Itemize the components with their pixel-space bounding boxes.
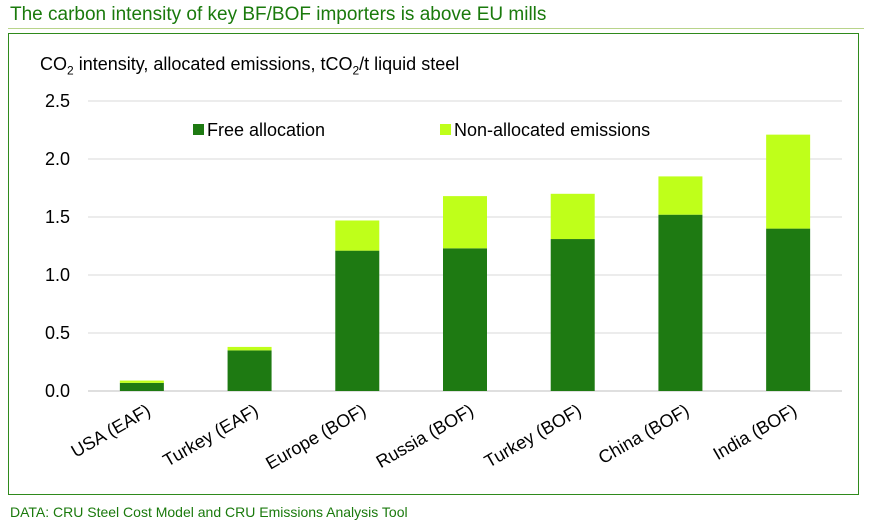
chart-frame: [8, 33, 859, 495]
bar-free-allocation-2: [335, 250, 380, 391]
x-tick-label-0: USA (EAF): [68, 400, 154, 461]
bar-non-allocated-5: [658, 176, 703, 215]
bar-non-allocated-3: [443, 196, 487, 249]
y-tick-label-0: 0.0: [45, 381, 70, 401]
bar-free-allocation-5: [658, 214, 703, 391]
bar-non-allocated-1: [227, 346, 272, 351]
y-tick-label-3: 1.5: [45, 207, 70, 227]
bar-free-allocation-6: [766, 228, 811, 391]
legend-label-1: Non-allocated emissions: [454, 120, 650, 140]
bar-chart: 0.0 0.5 1.0 1.5 2.0 2.5 USA (EAF) Turkey (EAF) E…: [45, 91, 842, 473]
x-tick-label-2: Europe (BOF): [262, 400, 369, 473]
bar-non-allocated-4: [550, 193, 595, 240]
bar-non-allocated-2: [335, 220, 380, 251]
x-tick-label-4: Turkey (BOF): [481, 400, 585, 471]
bar-free-allocation-1: [227, 350, 272, 391]
x-tick-label-3: Russia (BOF): [373, 400, 477, 472]
bar-free-allocation-4: [550, 239, 595, 391]
y-tick-label-4: 2.0: [45, 149, 70, 169]
y-tick-label-1: 0.5: [45, 323, 70, 343]
legend-swatch-0: [193, 124, 204, 135]
x-tick-label-1: Turkey (EAF): [159, 400, 261, 470]
y-axis-label: CO2 intensity, allocated emissions, tCO2…: [40, 54, 459, 78]
y-tick-label-5: 2.5: [45, 91, 70, 111]
legend-swatch-1: [440, 124, 451, 135]
bar-free-allocation-0: [119, 382, 164, 391]
y-axis-label-subscript-1: 2: [67, 63, 74, 78]
y-axis-label-subscript-2: 2: [352, 63, 360, 78]
page-title: The carbon intensity of key BF/BOF impor…: [10, 4, 547, 25]
y-axis-label-suffix: /t liquid steel: [359, 54, 460, 74]
x-tick-label-5: China (BOF): [595, 400, 692, 468]
y-axis-label-prefix: CO: [40, 54, 67, 74]
title-divider: [8, 28, 864, 29]
bar-non-allocated-0: [119, 380, 164, 383]
y-tick-label-2: 1.0: [45, 265, 70, 285]
bar-free-allocation-3: [443, 248, 487, 391]
bar-non-allocated-6: [766, 134, 811, 229]
y-axis-label-middle: intensity, allocated emissions, tCO: [73, 54, 353, 74]
source-note: DATA: CRU Steel Cost Model and CRU Emiss…: [10, 504, 408, 520]
legend-label-0: Free allocation: [207, 120, 325, 140]
x-tick-label-6: India (BOF): [710, 400, 801, 464]
